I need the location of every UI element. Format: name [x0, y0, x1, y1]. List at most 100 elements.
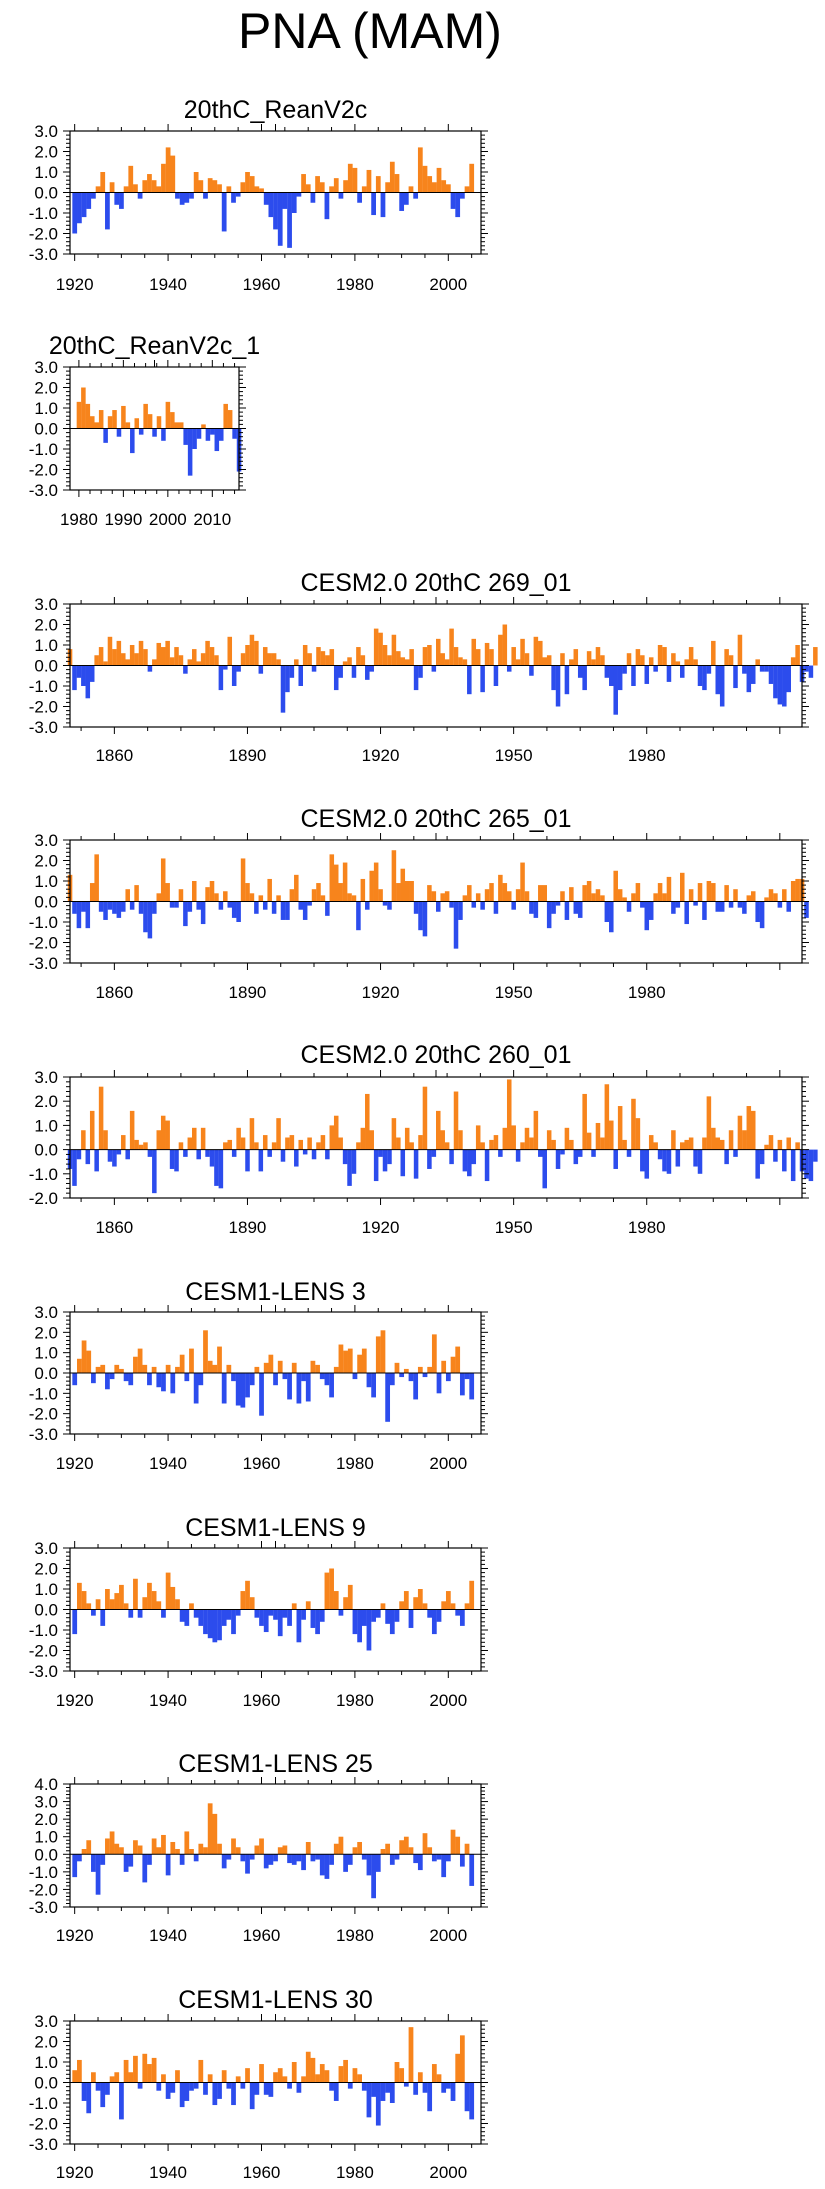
bar-1986: [103, 428, 108, 443]
bar-1949: [506, 665, 512, 672]
bar-1993: [702, 1137, 707, 1150]
bar-1887: [231, 1149, 237, 1157]
x-tick-label: 1940: [149, 275, 187, 294]
bar-1985: [375, 176, 381, 193]
y-tick-label: 1.0: [34, 872, 58, 891]
bar-1945: [189, 1348, 194, 1373]
chart-title: CESM2.0 20thC 265_01: [300, 805, 571, 833]
bar-1948: [502, 883, 508, 902]
bar-1978: [635, 649, 641, 666]
bar-1929: [114, 1364, 120, 1373]
bar-1972: [315, 1364, 320, 1373]
bar-1925: [95, 1854, 101, 1895]
bar-1936: [449, 1149, 454, 1165]
bar-1926: [100, 172, 106, 193]
bar-1984: [371, 1854, 376, 1899]
bar-1967: [291, 1603, 297, 1610]
bar-1919: [373, 862, 379, 902]
bar-2003: [459, 1373, 465, 1396]
chart-8: CESM1-LENS 25 -3.0-2.0-1.00.01.02.03.04.0…: [29, 1750, 488, 1945]
bar-1973: [613, 665, 618, 715]
bar-1870: [156, 893, 162, 902]
bar-1959: [551, 901, 556, 914]
bar-1972: [609, 1120, 614, 1150]
y-tick-label: -3.0: [29, 481, 58, 500]
bar-1970: [305, 2051, 311, 2083]
bar-1873: [169, 657, 175, 666]
bar-1969: [301, 2076, 306, 2083]
bar-1999: [728, 655, 734, 666]
bar-1966: [582, 885, 587, 902]
bar-2018: [813, 1149, 818, 1162]
bar-1975: [622, 897, 627, 902]
bar-1875: [178, 1142, 184, 1150]
bar-1906: [316, 883, 321, 902]
bar-1900: [289, 1135, 295, 1150]
bar-1932: [128, 165, 134, 193]
bar-1930: [119, 1368, 124, 1373]
bar-1922: [81, 1340, 87, 1373]
bar-1886: [227, 901, 233, 908]
bar-1943: [179, 1854, 185, 1865]
bar-1932: [128, 1609, 134, 1618]
bar-1968: [296, 192, 302, 197]
bar-1920: [378, 632, 383, 666]
bar-1963: [569, 887, 574, 902]
bar-1936: [147, 1582, 152, 1610]
y-tick-label: -2.0: [29, 1405, 58, 1424]
bar-1890: [245, 645, 250, 666]
bar-1960: [259, 188, 264, 193]
bar-1945: [189, 2082, 194, 2091]
bar-1881: [205, 887, 210, 902]
x-tick-label: 2000: [429, 1454, 467, 1473]
bar-1871: [160, 858, 166, 902]
bar-1851: [72, 665, 77, 691]
bar-1929: [418, 901, 423, 931]
bar-1932: [128, 2072, 134, 2083]
bar-1934: [137, 2082, 143, 2089]
bar-1968: [296, 1373, 302, 1404]
y-tick-label: -1.0: [29, 913, 58, 932]
bar-1959: [254, 1609, 260, 1618]
bar-1927: [409, 1142, 414, 1150]
bar-1945: [189, 1603, 194, 1610]
bar-1997: [152, 428, 157, 437]
y-tick-label: 0.0: [34, 420, 58, 439]
bar-2014: [795, 878, 800, 902]
bar-1949: [207, 1360, 213, 1373]
bar-1957: [245, 1580, 250, 1610]
bar-2006: [192, 428, 197, 449]
bar-1930: [119, 1847, 124, 1855]
bar-1857: [98, 1086, 104, 1150]
bar-1964: [573, 649, 579, 666]
bar-1908: [325, 901, 330, 916]
chart-title: CESM1-LENS 9: [185, 1514, 366, 1542]
bar-1948: [203, 2082, 208, 2095]
bar-1891: [249, 893, 255, 902]
bar-1998: [436, 2074, 442, 2083]
bar-1898: [280, 1149, 286, 1162]
bar-1937: [151, 2057, 157, 2083]
x-tick-label: 1920: [362, 746, 400, 765]
bar-1930: [422, 647, 428, 666]
x-tick-label: 1920: [56, 2163, 94, 2182]
bar-1939: [462, 1149, 468, 1172]
bar-1967: [586, 881, 592, 902]
bar-1933: [133, 1840, 138, 1855]
bar-2002: [455, 1346, 461, 1373]
bar-1954: [231, 192, 236, 203]
bar-2014: [795, 1142, 800, 1150]
bar-1892: [254, 901, 259, 914]
bar-1857: [98, 647, 104, 666]
bar-2017: [808, 665, 814, 678]
bar-1986: [380, 1849, 386, 1855]
bar-1989: [394, 1362, 400, 1373]
y-tick-label: 3.0: [34, 1539, 58, 1558]
bar-1954: [529, 901, 534, 914]
bar-1984: [371, 2082, 376, 2097]
bar-1897: [276, 895, 281, 902]
bar-1884: [218, 901, 224, 910]
bar-1914: [351, 895, 357, 902]
bar-1856: [94, 854, 99, 902]
chart-3: CESM2.0 20thC 269_01 -3.0-2.0 -1.00.0 1.02.…: [29, 569, 818, 765]
